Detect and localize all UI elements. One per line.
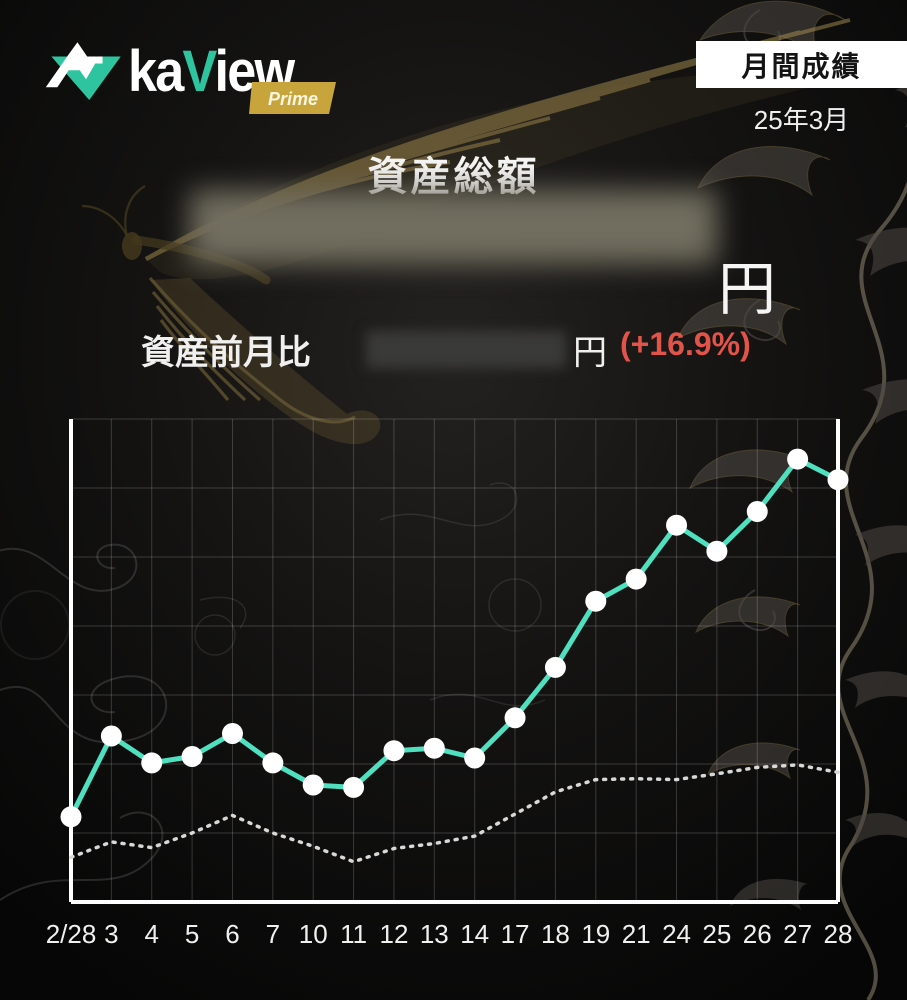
svg-text:2/28: 2/28 xyxy=(46,919,97,949)
svg-text:3: 3 xyxy=(104,919,118,949)
svg-text:6: 6 xyxy=(225,919,239,949)
svg-text:7: 7 xyxy=(266,919,280,949)
svg-text:14: 14 xyxy=(460,919,489,949)
svg-text:17: 17 xyxy=(501,919,530,949)
svg-text:12: 12 xyxy=(379,919,408,949)
svg-text:24: 24 xyxy=(662,919,691,949)
svg-text:27: 27 xyxy=(783,919,812,949)
svg-text:28: 28 xyxy=(824,919,853,949)
svg-text:13: 13 xyxy=(420,919,449,949)
svg-text:18: 18 xyxy=(541,919,570,949)
svg-text:10: 10 xyxy=(299,919,328,949)
svg-text:11: 11 xyxy=(340,919,367,949)
svg-text:21: 21 xyxy=(622,919,651,949)
svg-text:26: 26 xyxy=(743,919,772,949)
svg-text:19: 19 xyxy=(581,919,610,949)
svg-text:25: 25 xyxy=(702,919,731,949)
svg-text:5: 5 xyxy=(185,919,199,949)
svg-text:4: 4 xyxy=(145,919,159,949)
